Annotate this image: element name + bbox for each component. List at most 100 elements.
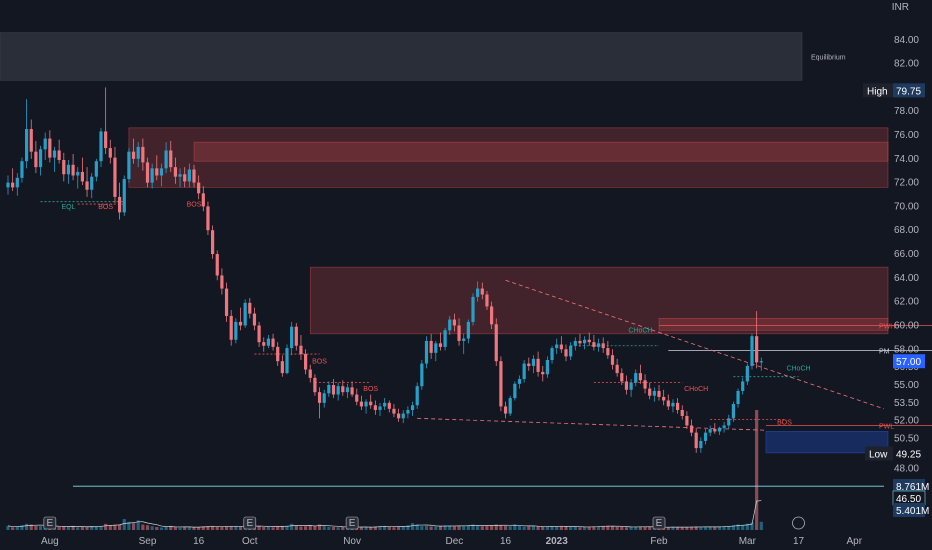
candle-body	[643, 380, 647, 389]
candle-body	[341, 386, 345, 393]
structure-label: BOS	[777, 419, 792, 426]
earnings-marker[interactable]	[43, 516, 57, 530]
volume-bar	[601, 525, 605, 530]
volume-bar	[685, 526, 689, 530]
volume-bar	[485, 525, 489, 530]
volume-bar	[434, 526, 438, 530]
candle-body	[438, 343, 443, 347]
candle-body	[466, 321, 470, 339]
volume-bar	[727, 525, 731, 530]
earnings-marker[interactable]	[652, 516, 666, 530]
volume-bar	[680, 527, 684, 530]
lightning-icon[interactable]	[792, 516, 805, 530]
volume-bar	[392, 527, 396, 530]
volume-bar	[378, 526, 382, 530]
candle-body	[536, 358, 540, 372]
y-tick-label: 76.00	[894, 130, 919, 141]
volume-bar	[383, 525, 387, 530]
candle-body	[285, 348, 289, 374]
candle-body	[373, 405, 377, 410]
volume-bar	[145, 525, 150, 530]
volume-bar	[694, 526, 698, 530]
high-price-tag-label-box	[863, 83, 893, 98]
candle-body	[317, 392, 322, 403]
x-tick-label: 16	[193, 536, 205, 547]
volume-bar	[606, 525, 610, 530]
candle-body	[699, 440, 703, 449]
volume-bar	[666, 526, 670, 530]
candle-body	[689, 425, 694, 433]
volume-bar	[257, 525, 261, 530]
candle-body	[234, 321, 238, 340]
volume-bar	[624, 527, 629, 530]
supply-zone	[128, 127, 889, 188]
currency-label: INR	[892, 2, 909, 13]
candle-body	[448, 319, 452, 331]
candle-body	[43, 138, 47, 150]
volume-bar	[201, 526, 205, 530]
candle-body	[596, 343, 601, 347]
volume-bar	[596, 526, 601, 530]
volume-bar	[150, 526, 154, 530]
volume-bar	[215, 526, 219, 530]
candle-body	[57, 150, 61, 160]
y-tick-label: 58.00	[894, 344, 919, 355]
volume-bar	[527, 526, 531, 530]
volume-bar	[578, 527, 582, 530]
candle-body	[38, 149, 43, 168]
volume-bar	[313, 525, 317, 530]
candle-body	[6, 182, 10, 188]
candle-body	[71, 164, 75, 176]
candle-body	[15, 177, 19, 188]
volume-bar	[559, 525, 563, 530]
candle-body	[364, 401, 368, 407]
volume-bar	[229, 526, 233, 530]
candle-body	[717, 427, 722, 432]
candle-body	[220, 275, 224, 289]
volume-bar	[118, 524, 122, 530]
volume-bar	[141, 524, 145, 530]
y-tick-label: 78.00	[894, 106, 919, 117]
volume-bar	[266, 526, 270, 530]
volume-bar	[104, 523, 108, 530]
candle-body	[257, 325, 261, 343]
candle-body	[545, 360, 549, 375]
candle-body	[359, 401, 363, 407]
candle-body	[211, 230, 215, 255]
candle-body	[564, 349, 568, 357]
earnings-marker[interactable]	[243, 516, 257, 530]
earnings-marker-label: E	[349, 518, 356, 529]
volume-bar	[206, 526, 210, 530]
candle-body	[34, 151, 38, 168]
candle-body	[452, 319, 456, 326]
volume-bar	[466, 525, 470, 530]
candle-body	[727, 418, 731, 426]
volume-bar	[583, 526, 587, 530]
volume-bar	[708, 526, 712, 530]
candle-body	[755, 336, 759, 363]
equilibrium-zone	[0, 32, 803, 81]
volume-bar	[369, 527, 373, 530]
candle-body	[131, 151, 136, 159]
candle-body	[369, 401, 373, 406]
candle-body	[383, 402, 387, 407]
candle-body	[164, 150, 168, 169]
candle-body	[457, 325, 461, 341]
volume-bar	[224, 526, 229, 530]
candle-body	[559, 344, 563, 350]
earnings-marker[interactable]	[345, 516, 359, 530]
x-tick-label: 16	[500, 536, 512, 547]
candle-body	[99, 131, 103, 162]
candle-body	[290, 326, 294, 349]
x-tick-label: Feb	[650, 536, 668, 547]
candle-body	[634, 373, 638, 383]
volume-bar	[420, 526, 424, 530]
candle-body	[471, 296, 475, 322]
low-price-tag-value: 49.25	[896, 449, 921, 460]
candle-body	[648, 388, 652, 396]
candle-body	[620, 373, 624, 382]
volume-bar	[15, 526, 19, 530]
